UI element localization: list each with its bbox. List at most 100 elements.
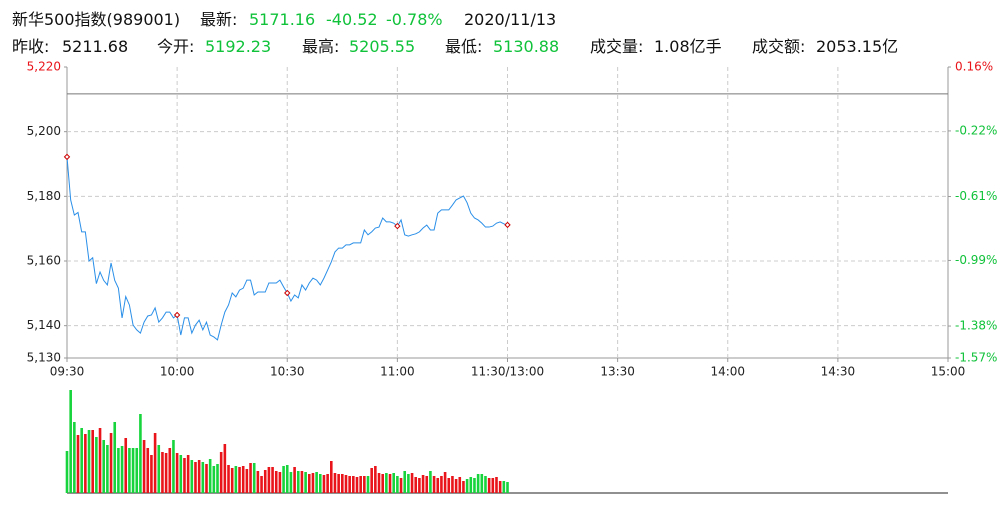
volume-bar: [425, 476, 429, 493]
volume-bar: [480, 474, 484, 493]
volume-bar: [407, 474, 410, 493]
volume-bar: [274, 471, 278, 493]
volume-bar: [139, 414, 142, 493]
value: 5130.88: [493, 37, 560, 56]
index-name: 新华500指数(989001): [12, 10, 181, 29]
volume-bar: [124, 438, 128, 493]
volume-bar: [429, 471, 432, 493]
volume-bar: [498, 481, 502, 493]
x-tick-label: 15:00: [931, 365, 966, 379]
x-tick-label: 10:30: [270, 365, 305, 379]
volume-bar: [230, 468, 234, 493]
marker: [504, 221, 511, 229]
volume-bar: [502, 481, 506, 493]
volume-bar: [186, 455, 190, 493]
volume-bar: [168, 448, 172, 493]
volume-bar: [260, 476, 263, 493]
y2-tick-label: 0.16%: [955, 60, 993, 74]
volume-bar: [421, 475, 425, 493]
volume-bar: [73, 422, 76, 493]
volume-bar: [359, 476, 362, 493]
volume-bar: [249, 463, 252, 493]
value: 2053.15亿: [816, 37, 899, 56]
volume-bar: [495, 477, 498, 493]
value: -40.52: [326, 10, 378, 29]
volume-bar: [469, 477, 473, 493]
label: 最低:: [445, 37, 483, 56]
volume-bar: [454, 479, 458, 493]
volume-bar: [76, 435, 80, 493]
label: 成交额:: [752, 37, 806, 56]
volume-bar: [465, 479, 469, 493]
volume-bar: [120, 446, 124, 493]
volume-bar: [208, 459, 212, 493]
volume-bar: [271, 467, 274, 493]
y2-tick-label: -0.61%: [955, 189, 997, 203]
volume-bar: [337, 474, 340, 493]
volume-bar: [150, 455, 153, 493]
volume-bar: [370, 468, 373, 493]
x-tick-label: 09:30: [50, 365, 85, 379]
date: 2020/11/13: [464, 10, 557, 29]
volume-bar: [245, 469, 249, 493]
volume-bar: [506, 482, 509, 493]
volume-bar: [473, 478, 476, 493]
y-tick-label: 5,180: [27, 189, 61, 203]
value: 5192.23: [205, 37, 272, 56]
y-tick-label: 5,160: [27, 254, 61, 268]
volume-bar: [183, 458, 186, 493]
volume-bar: [238, 467, 241, 493]
volume-bar: [201, 462, 205, 493]
volume-bar: [315, 472, 318, 493]
volume-bar: [304, 472, 307, 493]
volume-bar: [98, 428, 102, 493]
volume-bar: [205, 464, 208, 493]
x-tick-label: 14:30: [821, 365, 856, 379]
volume-bar: [87, 430, 91, 493]
volume-bar: [197, 460, 201, 493]
label: 今开:: [157, 37, 195, 56]
volume-bar: [113, 422, 117, 493]
volume-bar: [487, 478, 491, 493]
volume-bar: [190, 460, 194, 493]
volume-bar: [322, 475, 326, 493]
volume-bar: [418, 478, 421, 493]
value: 1.08亿手: [654, 37, 722, 56]
volume-bar: [385, 473, 388, 493]
volume-bar: [175, 453, 179, 493]
volume-bar: [333, 473, 337, 493]
volume-bar: [296, 471, 300, 493]
y-tick-label: 5,200: [27, 124, 61, 138]
volume-bar: [128, 448, 131, 493]
y2-tick-label: -0.99%: [955, 253, 997, 267]
volume-bar: [363, 476, 366, 493]
volume-bar: [355, 477, 359, 493]
volume-bar: [403, 471, 407, 493]
volume-bar: [109, 433, 113, 493]
volume-bar: [95, 437, 98, 493]
volume-bar: [311, 473, 315, 493]
marker: [173, 311, 181, 319]
volume-bar: [377, 473, 381, 493]
volume-bar: [223, 444, 227, 493]
volume-bar: [440, 476, 443, 493]
value: 5205.55: [349, 37, 416, 56]
volume-bar: [146, 448, 150, 493]
volume-bar: [352, 476, 355, 493]
volume-bar: [399, 478, 403, 493]
label: 昨收:: [12, 37, 50, 56]
volume-bar: [278, 472, 282, 493]
volume-bar: [289, 472, 293, 493]
volume-bar: [447, 478, 451, 493]
volume-bar: [388, 474, 392, 493]
x-tick-label: 14:00: [710, 365, 745, 379]
volume-bar: [432, 476, 436, 493]
volume-bar: [91, 430, 94, 493]
label: 成交量:: [590, 37, 644, 56]
volume-bar: [484, 476, 487, 493]
value: 5211.68: [62, 37, 129, 56]
y-tick-label: 5,140: [27, 318, 61, 332]
volume-bar: [161, 452, 164, 493]
volume-bar: [267, 467, 271, 493]
